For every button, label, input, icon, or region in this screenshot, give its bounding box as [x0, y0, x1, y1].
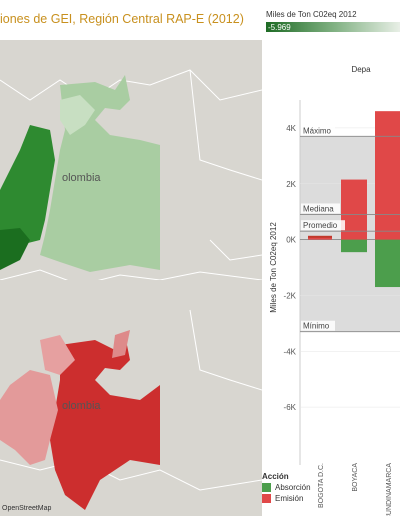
x-tick-label: CUNDINAMARCA — [386, 463, 393, 516]
bar-bogota-marker — [308, 235, 332, 238]
emision-swatch — [262, 494, 271, 503]
x-tick-label: BOGOTA D.C. — [318, 463, 325, 508]
map-emission[interactable] — [0, 280, 262, 516]
bar-emision-2 — [375, 111, 400, 240]
reference-label: Máximo — [303, 126, 332, 135]
map-country-label-top: olombia — [62, 172, 101, 184]
y-tick-label: -2K — [284, 291, 297, 300]
reference-label-bg — [301, 203, 340, 214]
reference-label: Mínimo — [303, 322, 330, 331]
accion-legend-item-emision[interactable]: Emisión — [262, 494, 311, 503]
accion-legend-title: Acción — [262, 472, 289, 481]
accion-legend: Acción Absorción Emisión — [262, 472, 311, 503]
y-tick-label: 2K — [286, 180, 296, 189]
bar-emision-1 — [341, 179, 367, 240]
accion-legend-label-emision: Emisión — [275, 494, 304, 503]
y-tick-label: -4K — [284, 347, 297, 356]
y-axis-label: Miles de Ton C02eq 2012 — [269, 222, 278, 313]
color-legend-gradient — [266, 22, 400, 32]
bar-absorcion-2 — [375, 239, 400, 288]
y-tick-label: 0K — [286, 236, 296, 245]
reference-label: Mediana — [303, 204, 334, 213]
reference-label-bg — [301, 220, 345, 231]
x-tick-label: BOYACA — [352, 463, 359, 492]
region-boyaca-emission[interactable] — [50, 335, 160, 510]
map-panel[interactable]: olombia olombia OpenStreetMap — [0, 40, 262, 516]
map-attribution[interactable]: OpenStreetMap — [2, 505, 52, 512]
bar-emision-0 — [308, 236, 332, 240]
accion-legend-item-absorcion[interactable]: Absorción — [262, 483, 311, 492]
chart-title: Depa — [351, 65, 371, 74]
accion-legend-label-absorcion: Absorción — [275, 483, 311, 492]
y-tick-label: 4K — [286, 124, 296, 133]
dashboard-title: iones de GEI, Región Central RAP-E (2012… — [0, 12, 244, 26]
bar-absorcion-1 — [341, 239, 367, 253]
map-country-label-bottom: olombia — [62, 400, 101, 412]
region-bogota[interactable] — [0, 228, 30, 270]
reference-label: Promedio — [303, 221, 338, 230]
map-absorption[interactable] — [0, 40, 262, 286]
color-legend: Miles de Ton C02eq 2012 -5.969 — [266, 10, 400, 32]
y-tick-label: -6K — [284, 403, 297, 412]
region-cundinamarca[interactable] — [0, 125, 55, 245]
color-legend-title: Miles de Ton C02eq 2012 — [266, 10, 357, 19]
absorcion-swatch — [262, 483, 271, 492]
reference-label-bg — [301, 320, 335, 331]
bar-chart-panel[interactable]: Depa 4K 2K 0K -2K -4K -6K Miles de Ton C02eq 20… — [262, 40, 400, 516]
color-legend-min: -5.969 — [268, 23, 291, 32]
reference-label-bg — [301, 125, 335, 136]
region-cundinamarca-emission[interactable] — [0, 370, 58, 465]
